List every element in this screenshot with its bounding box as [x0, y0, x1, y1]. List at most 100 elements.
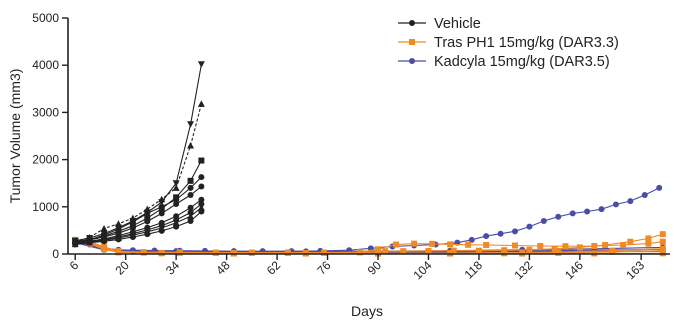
data-point [400, 248, 407, 255]
data-point [393, 241, 400, 248]
data-point [429, 240, 436, 247]
x-tick-label: 104 [411, 258, 435, 282]
data-point [591, 242, 598, 249]
data-point [173, 223, 180, 230]
data-point [198, 183, 205, 190]
data-point [101, 246, 108, 253]
x-tick-label: 48 [213, 258, 233, 278]
data-point [659, 231, 666, 238]
data-point [537, 242, 544, 249]
series-1 [72, 157, 205, 245]
series-line [75, 160, 202, 243]
data-point [425, 247, 432, 254]
x-tick-label: 6 [67, 258, 82, 273]
data-point [447, 241, 454, 248]
legend-marker [409, 39, 415, 45]
data-point [115, 236, 122, 243]
data-point [598, 206, 605, 213]
series-8 [72, 208, 205, 248]
data-point [143, 205, 151, 213]
y-tick-label: 2000 [32, 153, 59, 167]
data-point [198, 208, 205, 215]
data-point [72, 241, 79, 248]
data-point [475, 247, 482, 254]
data-point [465, 241, 472, 248]
series-line [75, 186, 202, 243]
data-point [158, 203, 165, 210]
data-point [144, 210, 151, 217]
x-axis-title: Days [351, 303, 383, 319]
data-point [187, 141, 195, 149]
data-point [584, 208, 591, 215]
x-tick-label: 146 [562, 258, 586, 282]
data-point [562, 243, 569, 250]
data-point [540, 217, 547, 224]
series-line [75, 207, 202, 245]
data-point [627, 238, 634, 245]
series-line [75, 64, 202, 242]
data-point [115, 249, 122, 256]
series-line [75, 199, 202, 244]
data-point [172, 184, 180, 191]
y-tick-label: 0 [52, 247, 59, 261]
x-tick-label: 62 [264, 258, 284, 278]
x-tick-label: 76 [314, 258, 334, 278]
data-point [551, 245, 558, 252]
data-point [100, 225, 108, 232]
series-2 [71, 61, 205, 245]
data-point [187, 209, 194, 216]
legend-marker [409, 20, 415, 26]
data-point [627, 198, 634, 205]
x-axis-ticks: 6 20 34 48 62 76 90 104 118 132 146 163 [67, 254, 648, 282]
data-point [197, 100, 205, 107]
data-point [129, 222, 136, 229]
data-point [144, 231, 151, 238]
data-point [198, 196, 205, 203]
x-tick-label: 34 [163, 258, 183, 278]
data-point [129, 218, 136, 225]
data-point [198, 174, 205, 181]
data-point [645, 240, 652, 247]
data-point [450, 247, 457, 254]
data-point [375, 246, 382, 253]
data-point [602, 242, 609, 249]
y-axis-title: Tumor Volume (mm3) [7, 69, 23, 204]
y-tick-label: 1000 [32, 200, 59, 214]
data-point [187, 212, 195, 220]
legend-item: Kadcyla 15mg/kg (DAR3.5) [398, 54, 610, 70]
series-4 [72, 174, 205, 246]
legend-marker [409, 58, 415, 64]
data-point [187, 121, 195, 128]
legend-item: Tras PH1 15mg/kg (DAR3.3) [398, 35, 619, 51]
data-point [86, 239, 93, 246]
data-point [187, 177, 194, 184]
data-point [198, 200, 205, 207]
data-point [483, 242, 490, 249]
data-point [144, 215, 151, 222]
x-tick-label: 132 [511, 258, 535, 282]
y-tick-label: 4000 [32, 58, 59, 72]
data-point [526, 246, 533, 253]
data-point [198, 157, 205, 164]
data-point [158, 195, 166, 203]
data-point [656, 184, 663, 191]
data-point [187, 204, 194, 211]
data-point [569, 210, 576, 217]
legend: Vehicle Tras PH1 15mg/kg (DAR3.3) Kadcyla … [398, 16, 619, 70]
data-point [173, 196, 180, 203]
data-point [659, 238, 666, 245]
legend-item: Vehicle [398, 16, 481, 32]
y-tick-label: 5000 [32, 11, 59, 25]
data-point [187, 184, 194, 191]
data-point [101, 238, 108, 245]
series-line [75, 176, 202, 244]
data-point [158, 210, 165, 217]
data-point [197, 61, 205, 68]
data-point [609, 248, 616, 255]
data-point [129, 234, 136, 241]
series-line [75, 103, 202, 242]
data-point [187, 192, 194, 198]
data-point [173, 200, 180, 207]
data-point [114, 220, 122, 227]
